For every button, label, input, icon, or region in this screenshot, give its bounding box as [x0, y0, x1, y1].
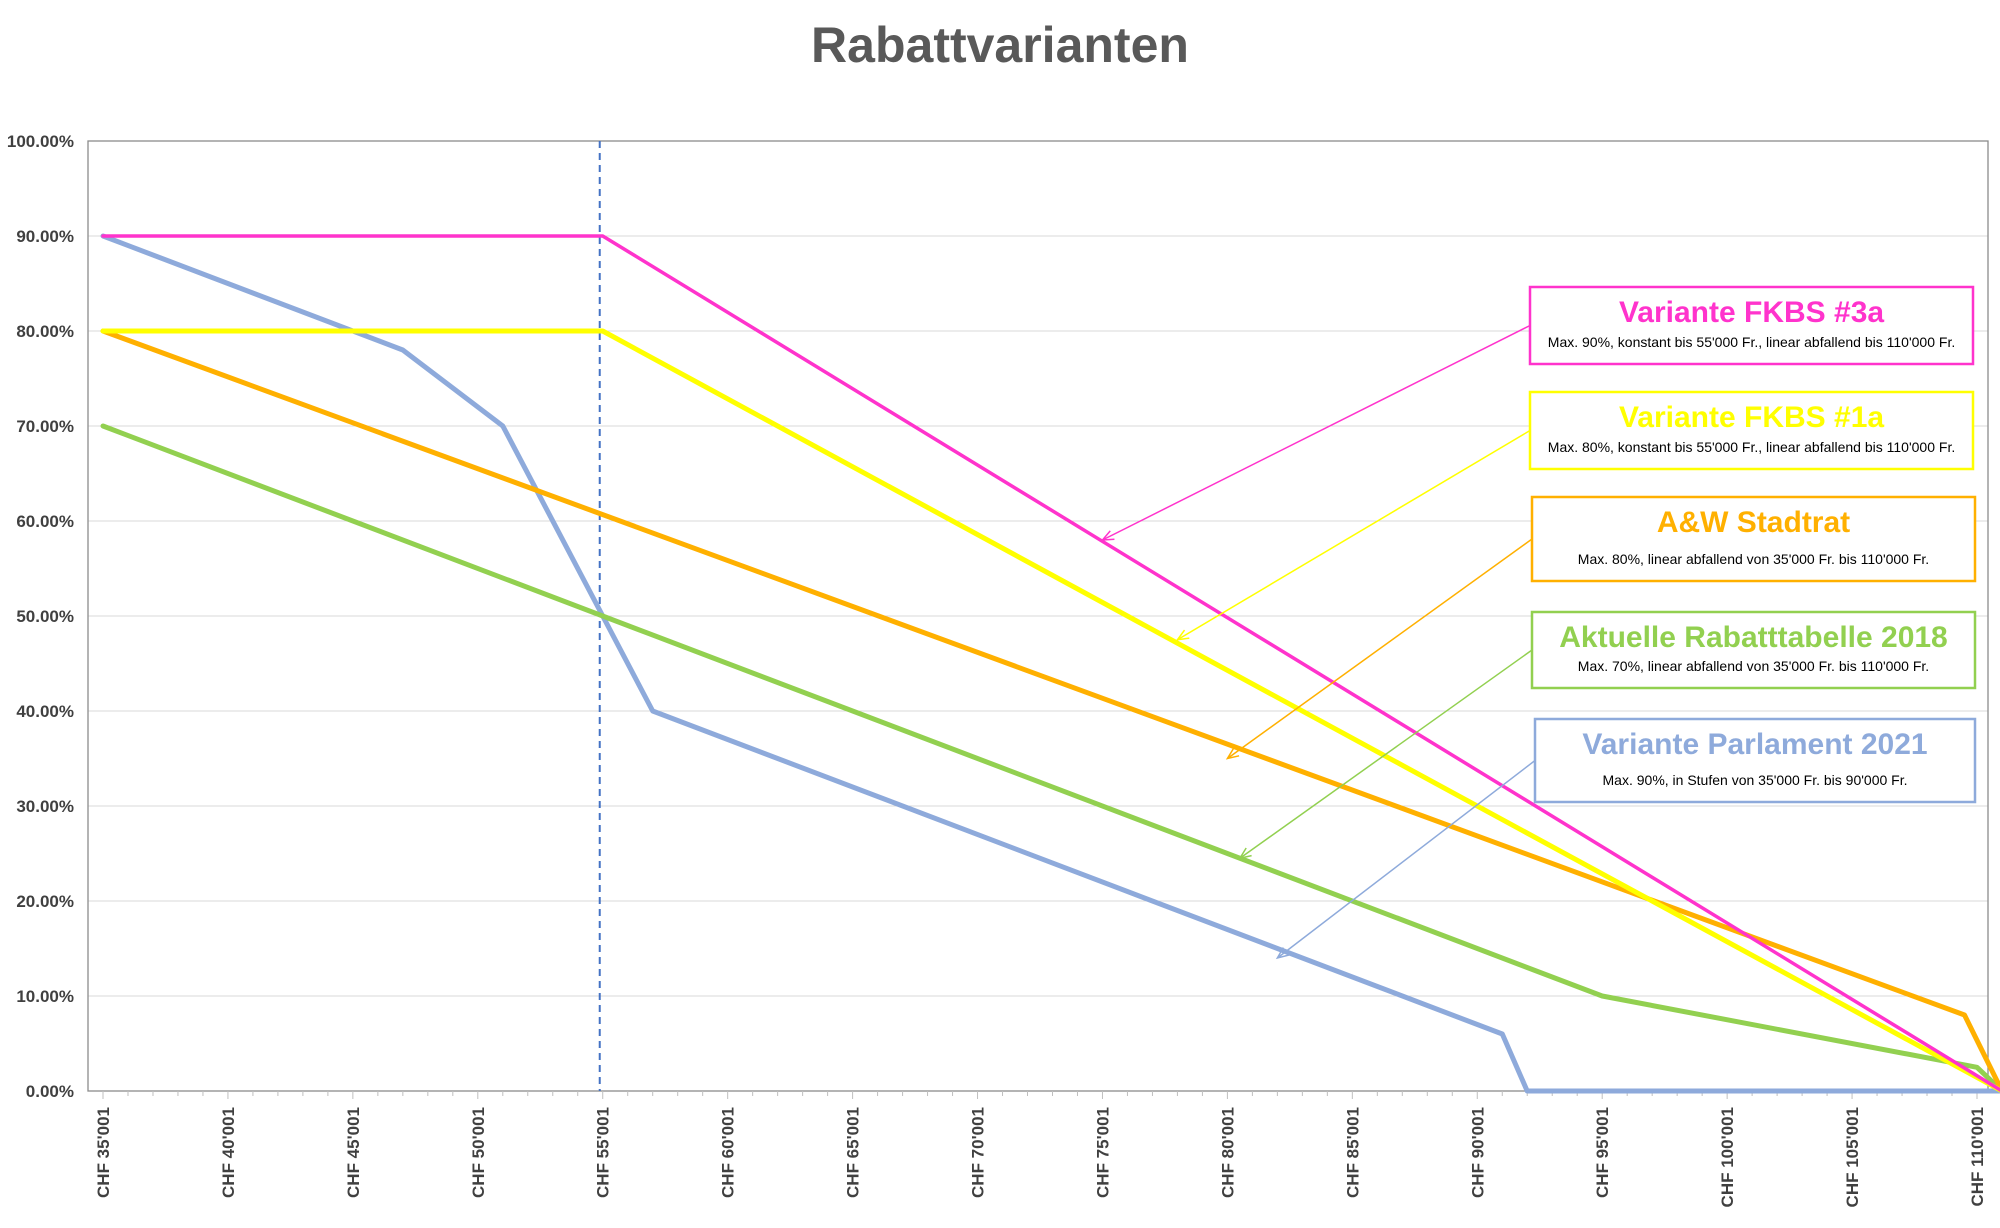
y-tick-label: 80.00% — [16, 322, 74, 341]
y-tick-label: 100.00% — [7, 132, 74, 151]
legend-description: Max. 80%, linear abfallend von 35'000 Fr… — [1578, 551, 1929, 567]
legend-description: Max. 70%, linear abfallend von 35'000 Fr… — [1578, 658, 1929, 674]
x-axis: CHF 35'001 CHF 40'001 CHF 45'001 CHF 50'001… — [94, 1091, 1987, 1207]
legend-box — [1528, 285, 1975, 366]
legend-pointer-head — [1238, 847, 1252, 860]
legend-pointer-head — [1175, 629, 1190, 641]
legend-pointer-head — [1225, 747, 1240, 760]
legend-entry-parlament: Variante Parlament 2021 Max. 90%, in Stuf… — [1533, 717, 1977, 804]
legend-pointers — [1100, 324, 1536, 960]
legend-pointer-aktuell — [1239, 649, 1533, 859]
x-tick-label: CHF 90'001 — [1468, 1107, 1487, 1198]
legend-pointer-head — [1275, 947, 1290, 960]
x-tick-label: CHF 75'001 — [1093, 1107, 1112, 1198]
x-tick-label: CHF 95'001 — [1593, 1107, 1612, 1198]
y-tick-label: 20.00% — [16, 892, 74, 911]
series-line-aw — [100, 328, 2000, 1093]
series-line-parlament — [100, 233, 2000, 1094]
x-tick-label: CHF 105'001 — [1843, 1107, 1862, 1207]
x-tick-label: CHF 35'001 — [94, 1107, 113, 1198]
legend-box — [1530, 495, 1977, 583]
legend-entry-fkbs1a: Variante FKBS #1a Max. 80%, konstant bis … — [1528, 390, 1975, 471]
x-tick-label: CHF 45'001 — [344, 1107, 363, 1198]
legend-box — [1533, 717, 1977, 804]
y-tick-label: 90.00% — [16, 227, 74, 246]
legend-pointer-fkbs1a — [1177, 429, 1531, 641]
x-tick-label: CHF 85'001 — [1343, 1107, 1362, 1198]
y-tick-label: 30.00% — [16, 797, 74, 816]
legend-pointer-aw — [1226, 538, 1533, 760]
legend-description: Max. 90%, konstant bis 55'000 Fr., linea… — [1548, 334, 1955, 350]
legend: Variante FKBS #3a Max. 90%, konstant bis … — [1528, 285, 1977, 804]
legend-box — [1528, 390, 1975, 471]
series-group — [100, 233, 2000, 1094]
x-tick-label: CHF 40'001 — [219, 1107, 238, 1198]
y-tick-label: 0.00% — [26, 1082, 74, 1101]
x-tick-label: CHF 65'001 — [844, 1107, 863, 1198]
x-tick-label: CHF 60'001 — [719, 1107, 738, 1198]
y-tick-label: 60.00% — [16, 512, 74, 531]
y-tick-label: 70.00% — [16, 417, 74, 436]
x-tick-label: CHF 80'001 — [1218, 1107, 1237, 1198]
plot-area — [87, 140, 1989, 1092]
series-line-fkbs1a — [100, 328, 2000, 1093]
x-tick-label: CHF 70'001 — [969, 1107, 988, 1198]
y-tick-label: 50.00% — [16, 607, 74, 626]
x-tick-label: CHF 100'001 — [1718, 1107, 1737, 1207]
y-tick-label: 10.00% — [16, 987, 74, 1006]
x-tick-label: CHF 50'001 — [469, 1107, 488, 1198]
legend-title: Variante Parlament 2021 — [1582, 728, 1927, 761]
legend-entry-aktuell: Aktuelle Rabatttabelle 2018 Max. 70%, lin… — [1530, 610, 1977, 690]
legend-box — [1530, 610, 1977, 690]
x-tick-label: CHF 55'001 — [594, 1107, 613, 1198]
legend-pointer-head — [1100, 530, 1115, 541]
legend-title: Variante FKBS #3a — [1619, 296, 1884, 329]
y-axis: 0.00% 10.00% 20.00% 30.00% 40.00% 50.00% 60.00… — [7, 132, 74, 1101]
legend-title: A&W Stadtrat — [1657, 506, 1850, 539]
x-tick-label: CHF 110'001 — [1968, 1107, 1987, 1207]
legend-entry-fkbs3a: Variante FKBS #3a Max. 90%, konstant bis … — [1528, 285, 1975, 366]
y-tick-label: 40.00% — [16, 702, 74, 721]
chart-title: Rabattvarianten — [811, 17, 1189, 73]
series-line-fkbs3a — [101, 234, 2000, 1092]
legend-entry-aw: A&W Stadtrat Max. 80%, linear abfallend v… — [1530, 495, 1977, 583]
legend-title: Aktuelle Rabatttabelle 2018 — [1559, 621, 1948, 654]
legend-pointer-fkbs3a — [1102, 324, 1531, 541]
legend-pointer-parlament — [1276, 759, 1536, 959]
legend-description: Max. 90%, in Stufen von 35'000 Fr. bis 9… — [1603, 772, 1908, 788]
series-line-aktuell — [100, 423, 2000, 1093]
legend-title: Variante FKBS #1a — [1619, 401, 1884, 434]
legend-description: Max. 80%, konstant bis 55'000 Fr., linea… — [1548, 439, 1955, 455]
